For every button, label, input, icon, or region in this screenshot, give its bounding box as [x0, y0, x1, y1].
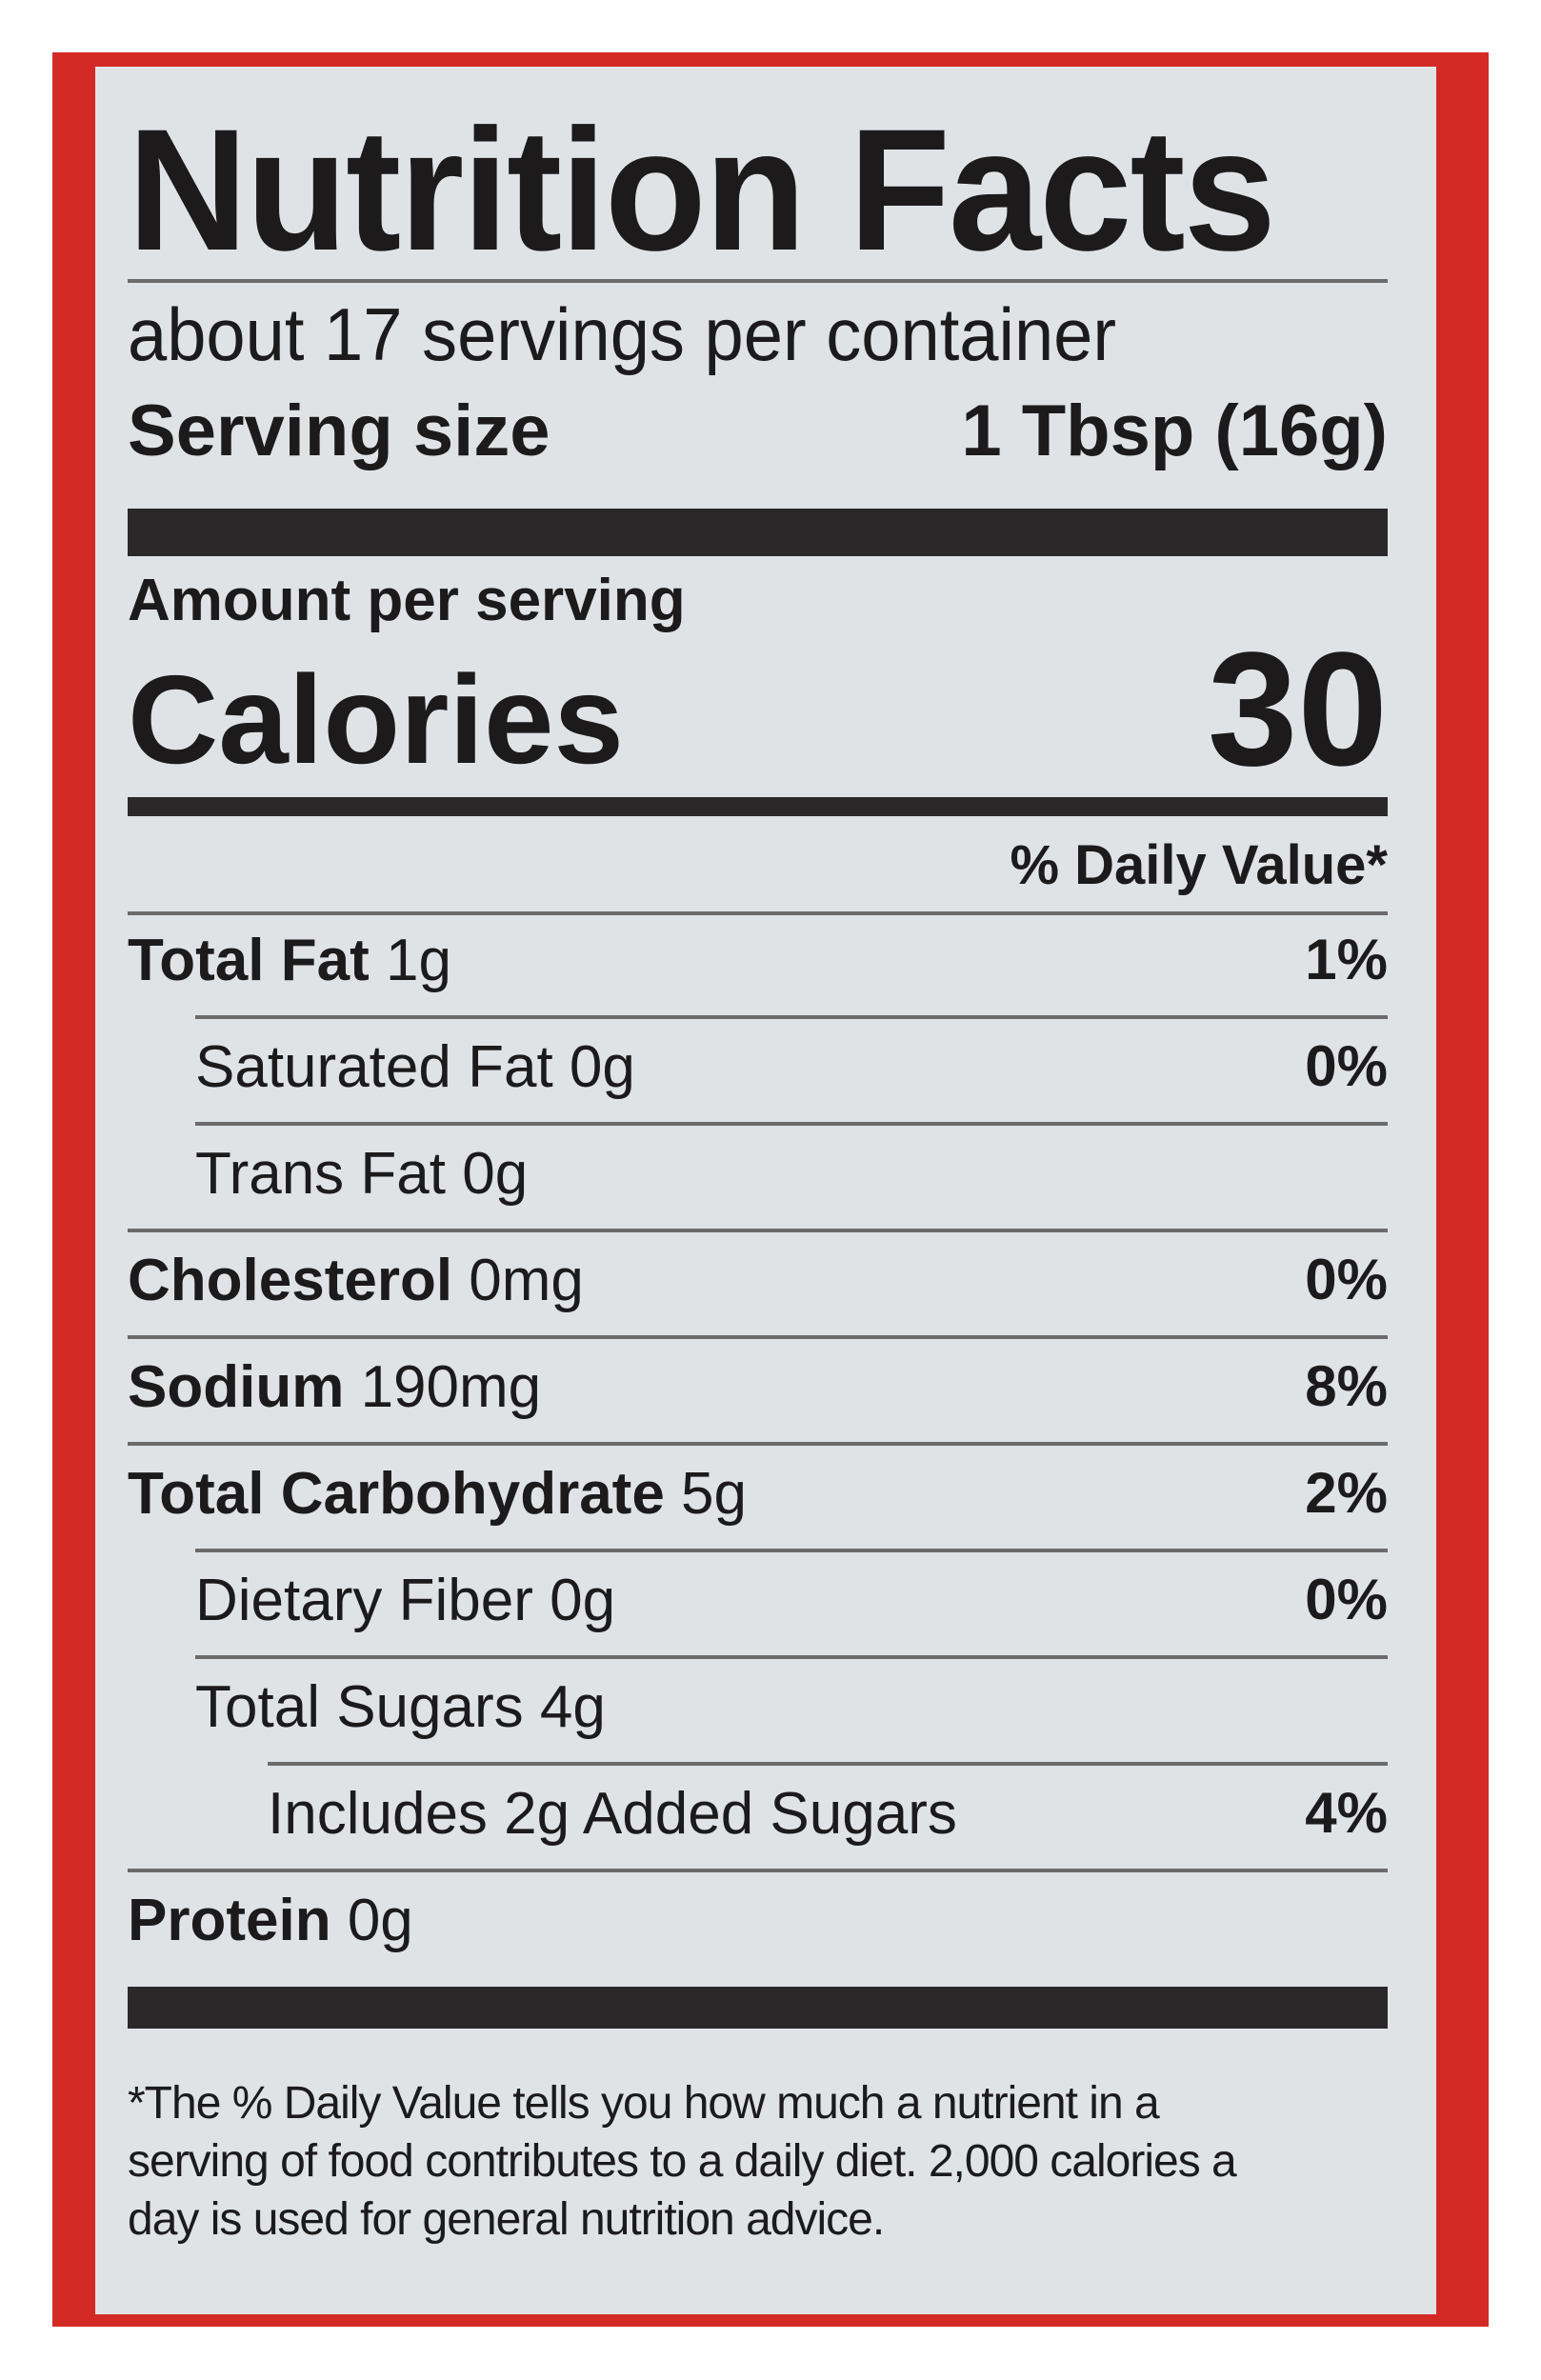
medium-divider	[128, 797, 1388, 816]
divider	[128, 279, 1388, 283]
divider	[195, 1549, 1388, 1552]
nutrient-name: Sodium	[128, 1354, 345, 1420]
nutrition-label-panel	[95, 67, 1436, 2314]
nutrient-amount: 0g	[347, 1888, 413, 1953]
nutrient-daily-value: 0%	[1305, 1568, 1388, 1631]
nutrient-name: Total Fat	[128, 928, 370, 993]
nutrient-row: Cholesterol 0mg	[128, 1251, 584, 1310]
nutrient-row: Protein 0g	[128, 1891, 413, 1950]
nutrient-daily-value: 2%	[1305, 1461, 1388, 1525]
nutrient-amount: 0g	[462, 1141, 529, 1207]
nutrient-name: Total Carbohydrate	[128, 1461, 665, 1527]
nutrient-row: Sodium 190mg	[128, 1358, 541, 1417]
thick-divider	[128, 1987, 1388, 2029]
serving-size-label: Serving size	[128, 390, 550, 471]
thick-divider	[128, 509, 1388, 556]
nutrient-amount: 5g	[681, 1461, 748, 1527]
amount-per-serving: Amount per serving	[128, 568, 686, 633]
divider	[128, 1442, 1388, 1446]
nutrient-row: Total Fat 1g	[128, 931, 451, 990]
calories-value: 30	[1207, 619, 1388, 800]
footnote-line: *The % Daily Value tells you how much a …	[128, 2078, 1160, 2129]
nutrient-name: Cholesterol	[128, 1248, 453, 1313]
footnote-line: serving of food contributes to a daily d…	[128, 2136, 1237, 2187]
nutrient-name: Trans Fat	[195, 1141, 446, 1207]
nutrient-amount: 0g	[550, 1568, 616, 1633]
divider	[195, 1015, 1388, 1019]
calories-label: Calories	[128, 650, 624, 790]
divider	[195, 1655, 1388, 1659]
footnote-line: day is used for general nutrition advice…	[128, 2194, 885, 2245]
daily-value-header: % Daily Value*	[1010, 834, 1388, 896]
nutrient-amount: 190mg	[360, 1354, 542, 1420]
servings-per-container: about 17 servings per container	[128, 292, 1117, 376]
nutrient-amount: 0mg	[469, 1248, 584, 1313]
nutrient-row: Saturated Fat 0g	[195, 1038, 635, 1097]
nutrient-name: Total Sugars	[195, 1674, 524, 1740]
nutrient-row: Trans Fat 0g	[195, 1145, 528, 1204]
nutrient-daily-value: 0%	[1305, 1034, 1388, 1098]
divider	[128, 1229, 1388, 1232]
divider	[128, 1335, 1388, 1339]
nutrient-name: Dietary Fiber	[195, 1568, 533, 1633]
nutrient-name: Protein	[128, 1888, 331, 1953]
serving-size-value: 1 Tbsp (16g)	[961, 390, 1388, 471]
divider	[128, 911, 1388, 915]
nutrient-daily-value: 1%	[1305, 928, 1388, 991]
nutrient-row: Total Sugars 4g	[195, 1678, 606, 1737]
divider	[128, 1869, 1388, 1872]
nutrient-row: Total Carbohydrate 5g	[128, 1465, 747, 1524]
nutrient-amount: 1g	[385, 928, 451, 993]
nutrient-row: Includes 2g Added Sugars	[268, 1785, 957, 1844]
nutrient-amount: 0g	[569, 1034, 635, 1100]
nutrient-name: Saturated Fat	[195, 1034, 553, 1100]
nutrient-daily-value: 8%	[1305, 1354, 1388, 1418]
nutrient-daily-value: 4%	[1305, 1781, 1388, 1845]
label-title: Nutrition Facts	[128, 92, 1276, 287]
nutrient-row: Dietary Fiber 0g	[195, 1571, 615, 1630]
divider	[268, 1762, 1388, 1766]
divider	[195, 1122, 1388, 1126]
nutrient-daily-value: 0%	[1305, 1248, 1388, 1311]
nutrient-name: Includes 2g Added Sugars	[268, 1781, 957, 1847]
nutrient-amount: 4g	[539, 1674, 606, 1740]
